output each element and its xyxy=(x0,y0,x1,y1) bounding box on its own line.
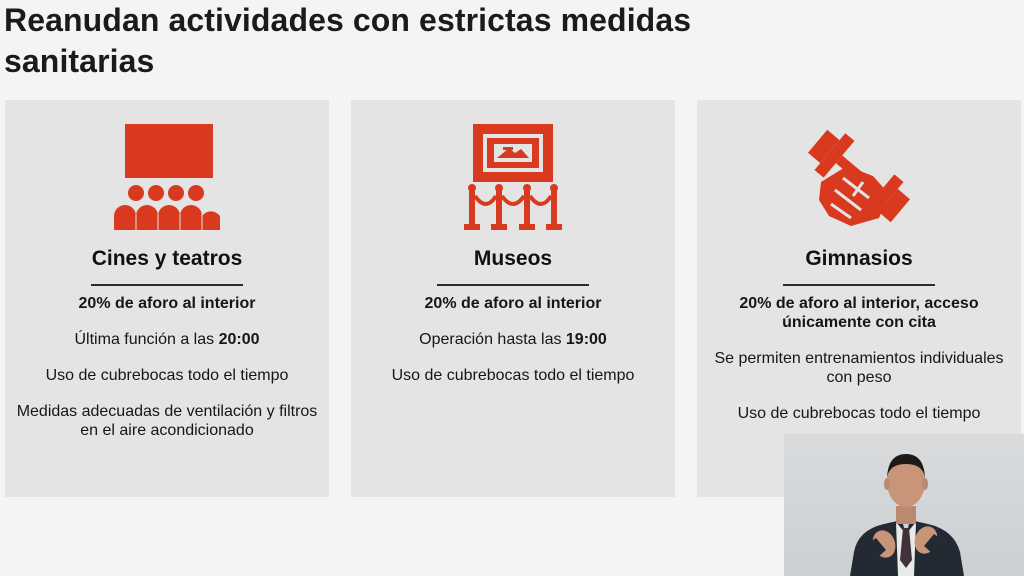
museum-exhibit-icon xyxy=(351,120,675,236)
card-item: 20% de aforo al interior, acceso únicame… xyxy=(739,295,979,331)
card-item-text: Operación hasta las xyxy=(419,331,566,348)
card-heading: Gimnasios xyxy=(805,247,913,270)
card-item: Uso de cubrebocas todo el tiempo xyxy=(737,405,981,422)
card-item: Última función a las 20:00 xyxy=(15,330,319,349)
card-item-list: 20% de aforo al interior Operación hasta… xyxy=(361,294,665,402)
card-heading: Museos xyxy=(473,247,553,270)
dumbbell-fist-icon xyxy=(697,120,1021,236)
card-item: Uso de cubrebocas todo el tiempo xyxy=(45,367,289,384)
cinema-audience-icon xyxy=(5,120,329,236)
card-divider xyxy=(437,284,589,286)
card-divider xyxy=(783,284,935,286)
page-title: Reanudan actividades con estrictas medid… xyxy=(4,0,824,82)
card-heading: Cines y teatros xyxy=(91,247,243,270)
card-gimnasios: Gimnasios 20% de aforo al interior, acce… xyxy=(697,100,1021,497)
card-item-list: 20% de aforo al interior, acceso únicame… xyxy=(707,294,1011,440)
card-divider xyxy=(91,284,243,286)
card-item: Medidas adecuadas de ventilación y filtr… xyxy=(16,403,318,439)
card-item-emphasis: 20:00 xyxy=(218,331,260,348)
card-item: Operación hasta las 19:00 xyxy=(361,330,665,349)
card-cines-teatros: Cines y teatros 20% de aforo al interior… xyxy=(5,100,329,497)
card-item: Se permiten entrenamientos individuales … xyxy=(714,350,1004,386)
page-title-line-1: Reanudan actividades con estrictas medid… xyxy=(4,2,692,38)
card-item: 20% de aforo al interior xyxy=(424,295,602,312)
card-item-emphasis: 19:00 xyxy=(565,331,607,348)
card-item: Uso de cubrebocas todo el tiempo xyxy=(391,367,635,384)
card-item-list: 20% de aforo al interior Última función … xyxy=(15,294,319,457)
card-item-text: Última función a las xyxy=(74,331,219,348)
card-museos: Museos 20% de aforo al interior Operació… xyxy=(351,100,675,497)
sign-language-interpreter xyxy=(784,434,1024,576)
page-title-line-2: sanitarias xyxy=(4,43,155,79)
card-item: 20% de aforo al interior xyxy=(78,295,256,312)
